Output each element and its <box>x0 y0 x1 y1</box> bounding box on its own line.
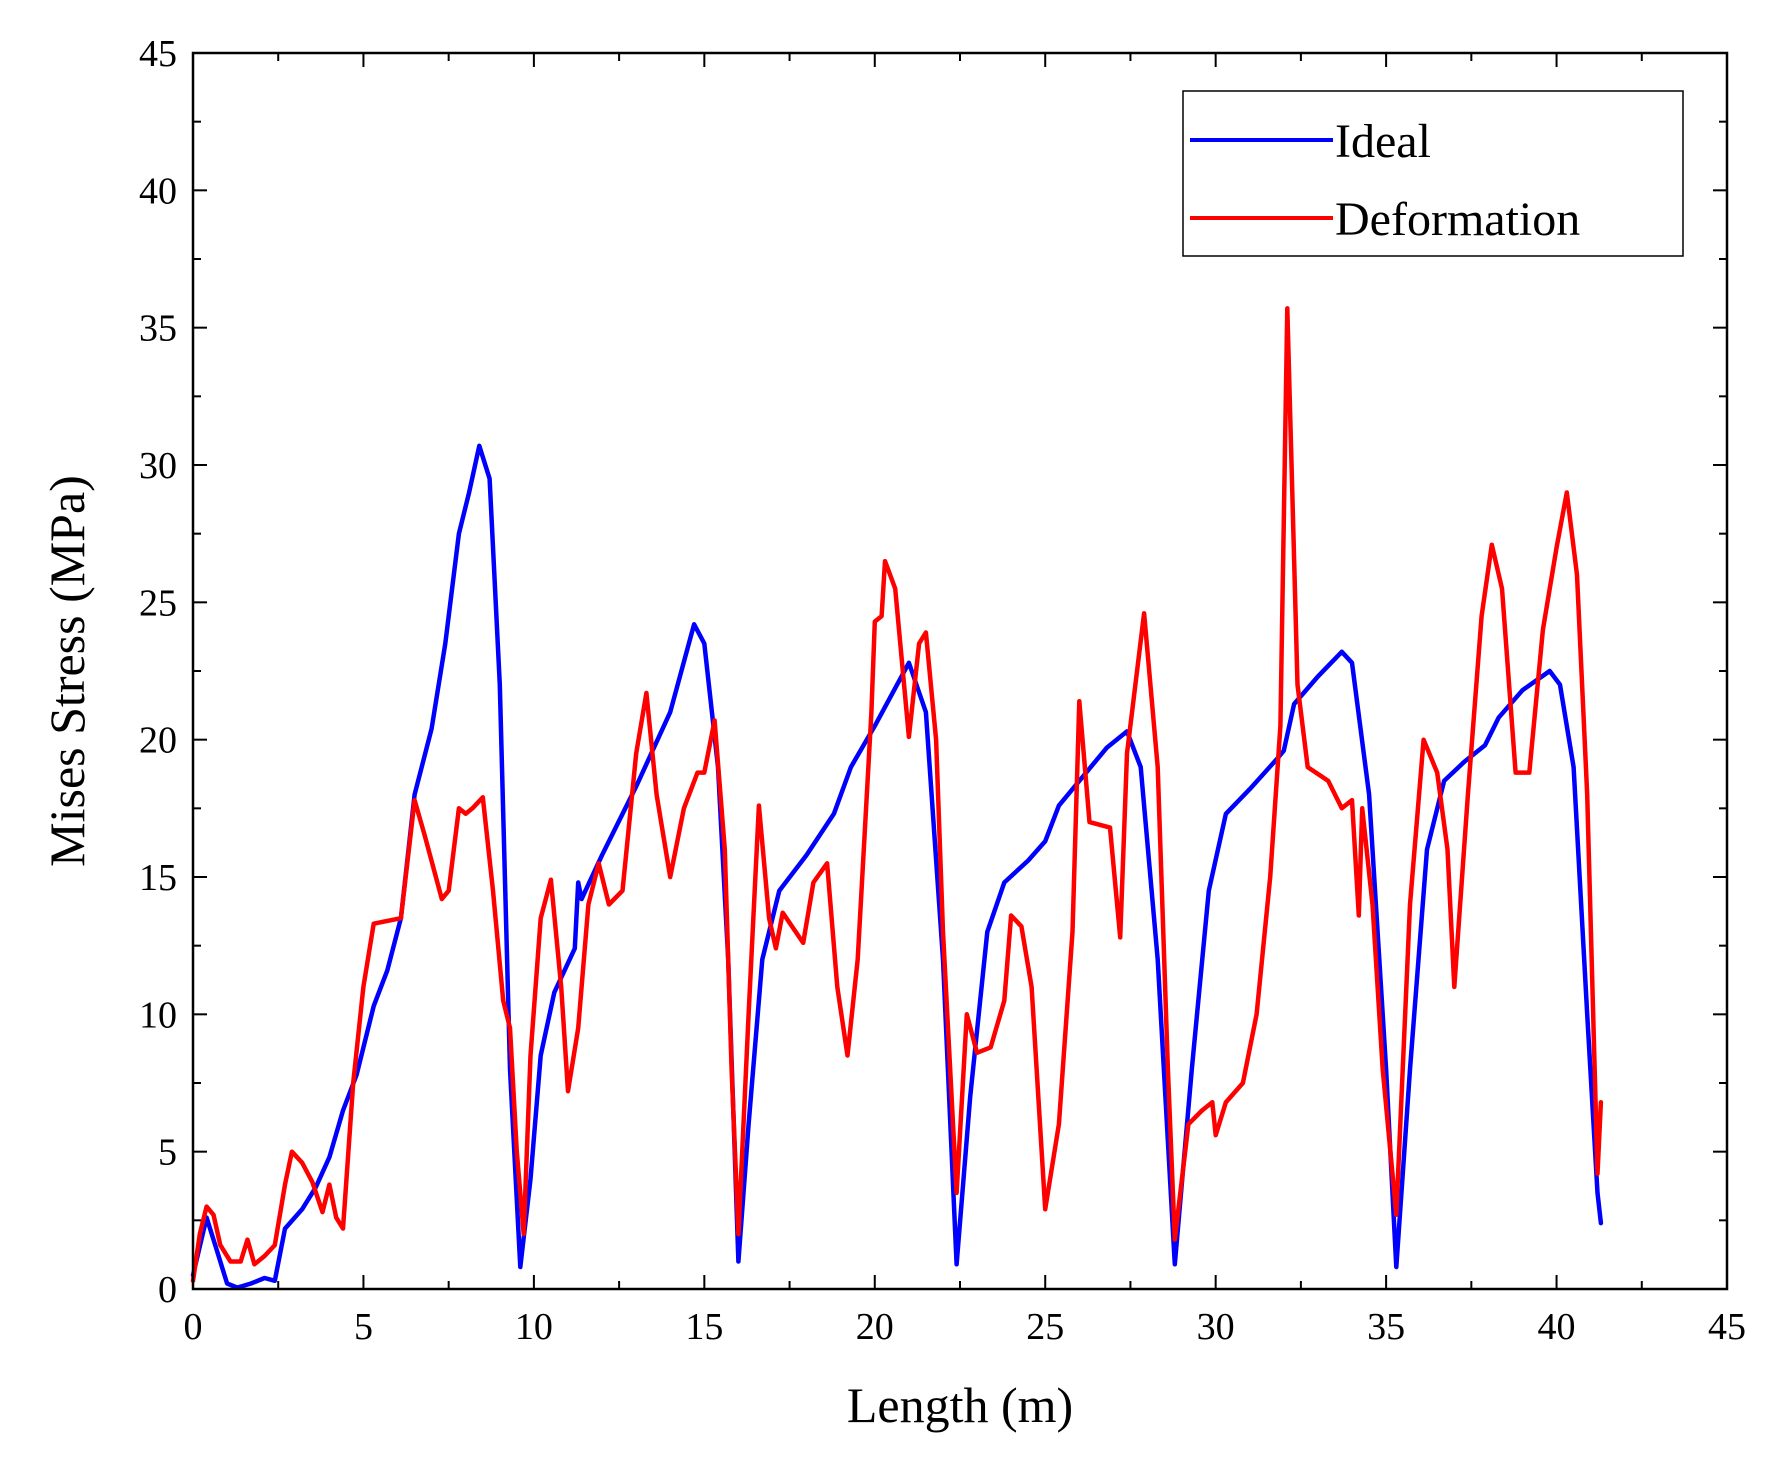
series-line-deformation <box>190 306 1604 1284</box>
series-line-ideal <box>190 443 1604 1290</box>
ticks-layer: 0 5 10 15 20 25 30 35 40 45 0 5 10 15 20 25 30 35 40 45 <box>139 33 1746 1348</box>
y-tick-label: 5 <box>158 1132 177 1174</box>
x-tick-label: 0 <box>184 1306 203 1348</box>
x-tick-label: 15 <box>685 1306 723 1348</box>
y-axis-title: Mises Stress (MPa) <box>39 475 95 867</box>
x-tick-label: 5 <box>354 1306 373 1348</box>
y-tick-label: 0 <box>158 1269 177 1311</box>
y-tick-label: 35 <box>139 308 177 350</box>
x-tick-label: 30 <box>1197 1306 1235 1348</box>
legend-label-deformation: Deformation <box>1335 193 1580 246</box>
y-tick-label: 45 <box>139 33 177 75</box>
x-tick-label: 45 <box>1708 1306 1746 1348</box>
x-tick-label: 40 <box>1538 1306 1576 1348</box>
x-tick-label: 35 <box>1367 1306 1405 1348</box>
legend-box <box>1182 90 1684 257</box>
legend: Ideal Deformation <box>1182 90 1684 257</box>
legend-label-ideal: Ideal <box>1335 115 1431 168</box>
y-tick-label: 40 <box>139 170 177 212</box>
y-tick-label: 30 <box>139 445 177 487</box>
x-tick-label: 25 <box>1026 1306 1064 1348</box>
x-axis-title: Length (m) <box>847 1377 1073 1433</box>
x-tick-label: 20 <box>856 1306 894 1348</box>
y-tick-label: 25 <box>139 582 177 624</box>
y-tick-label: 10 <box>139 994 177 1036</box>
y-tick-label: 20 <box>139 720 177 762</box>
y-tick-label: 15 <box>139 857 177 899</box>
x-tick-label: 10 <box>515 1306 553 1348</box>
series-layer <box>190 306 1604 1290</box>
